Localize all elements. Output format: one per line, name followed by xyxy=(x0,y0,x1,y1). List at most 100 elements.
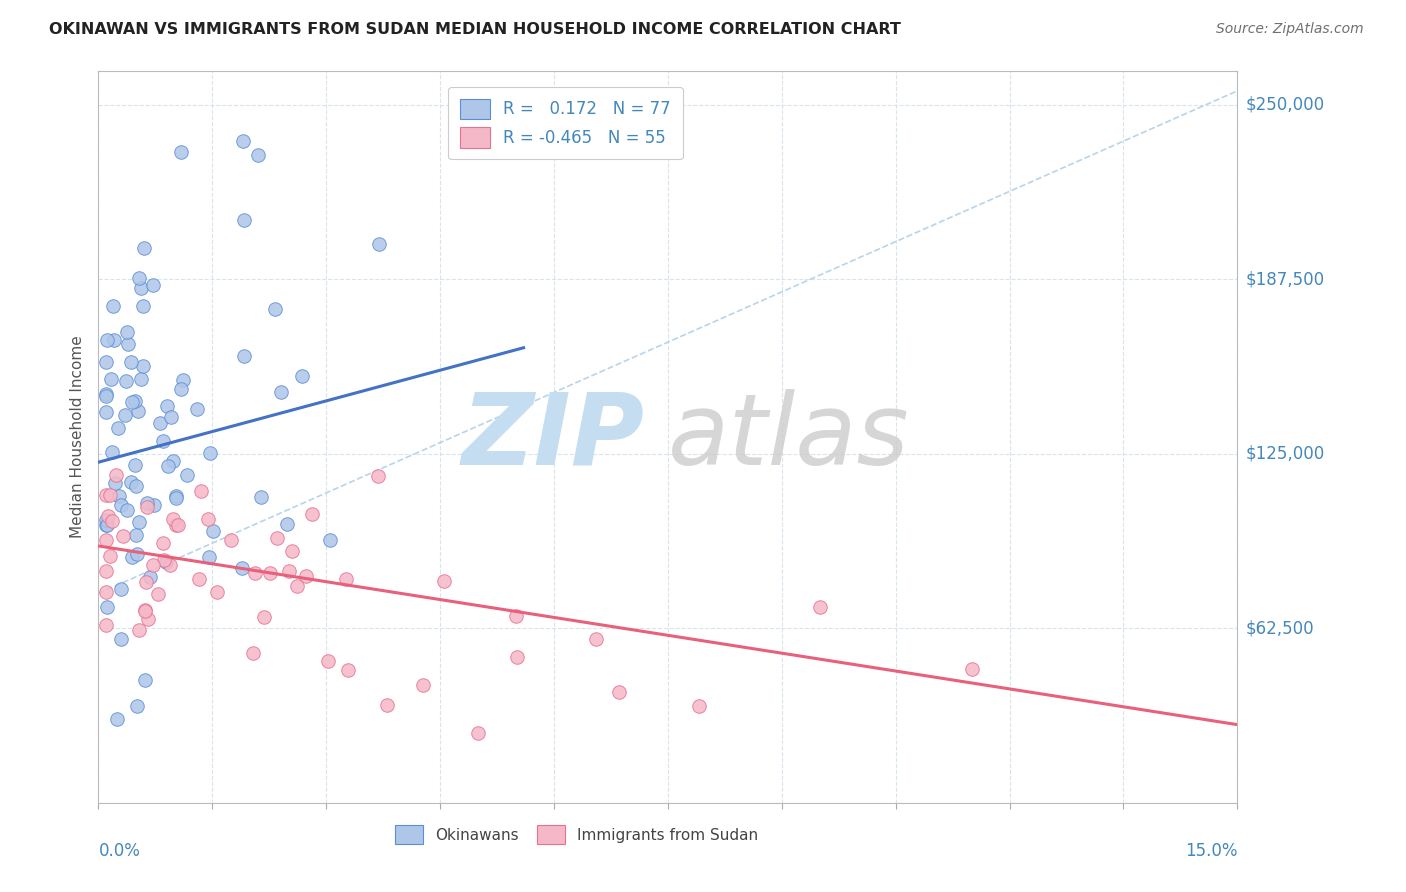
Point xyxy=(157,458,180,473)
Point xyxy=(94,617,117,632)
Point xyxy=(190,483,212,498)
Point xyxy=(135,574,157,589)
Point xyxy=(250,490,273,504)
Text: OKINAWAN VS IMMIGRANTS FROM SUDAN MEDIAN HOUSEHOLD INCOME CORRELATION CHART: OKINAWAN VS IMMIGRANTS FROM SUDAN MEDIAN… xyxy=(49,22,901,37)
Point xyxy=(104,475,127,490)
Point xyxy=(165,491,187,505)
Point xyxy=(120,355,142,369)
Point xyxy=(156,399,179,413)
Point xyxy=(100,514,122,528)
Point xyxy=(375,698,398,712)
Point xyxy=(295,569,318,583)
Point xyxy=(607,685,630,699)
Point xyxy=(253,610,276,624)
Point xyxy=(231,561,253,575)
Point xyxy=(94,565,117,579)
Point xyxy=(94,533,117,547)
Point xyxy=(96,517,118,532)
Point xyxy=(112,529,135,543)
Point xyxy=(170,145,193,160)
Point xyxy=(127,404,149,418)
Point xyxy=(129,372,152,386)
Point xyxy=(197,512,219,526)
Point xyxy=(128,623,150,637)
Point xyxy=(246,148,269,162)
Point xyxy=(245,566,267,581)
Point xyxy=(186,401,208,416)
Point xyxy=(125,527,148,541)
Point xyxy=(172,372,194,386)
Point xyxy=(128,271,150,285)
Point xyxy=(233,212,256,227)
Point xyxy=(367,469,389,483)
Point xyxy=(115,374,138,388)
Point xyxy=(259,566,281,580)
Point xyxy=(124,458,146,472)
Point xyxy=(162,511,184,525)
Text: $187,500: $187,500 xyxy=(1246,270,1324,288)
Point xyxy=(505,608,527,623)
Point xyxy=(433,574,456,588)
Point xyxy=(960,662,983,676)
Point xyxy=(117,336,139,351)
Point xyxy=(107,420,129,434)
Point xyxy=(336,663,359,677)
Point xyxy=(585,632,607,646)
Point xyxy=(134,604,156,618)
Point xyxy=(100,372,122,386)
Point xyxy=(808,600,831,615)
Point xyxy=(101,445,124,459)
Point xyxy=(301,507,323,521)
Point xyxy=(125,479,148,493)
Point xyxy=(281,543,304,558)
Point xyxy=(152,434,174,448)
Point xyxy=(207,585,229,599)
Point xyxy=(506,650,529,665)
Point xyxy=(165,517,187,532)
Point xyxy=(285,579,308,593)
Point xyxy=(169,382,191,396)
Point xyxy=(107,712,129,726)
Point xyxy=(200,446,222,460)
Point xyxy=(153,553,176,567)
Text: Source: ZipAtlas.com: Source: ZipAtlas.com xyxy=(1216,22,1364,37)
Point xyxy=(188,572,211,586)
Point xyxy=(167,517,190,532)
Point xyxy=(94,488,117,502)
Point xyxy=(198,550,221,565)
Point xyxy=(136,612,159,626)
Point xyxy=(176,468,198,483)
Point xyxy=(98,488,121,502)
Point xyxy=(110,582,132,596)
Point xyxy=(467,726,489,740)
Text: 15.0%: 15.0% xyxy=(1185,842,1237,860)
Point xyxy=(270,384,292,399)
Point xyxy=(134,603,156,617)
Point xyxy=(688,699,710,714)
Point xyxy=(146,586,169,600)
Point xyxy=(128,516,150,530)
Point xyxy=(201,524,224,538)
Point xyxy=(96,333,118,347)
Point xyxy=(103,333,125,347)
Point xyxy=(219,533,242,548)
Point xyxy=(335,573,357,587)
Point xyxy=(132,359,155,373)
Point xyxy=(115,502,138,516)
Point xyxy=(114,408,136,422)
Point xyxy=(142,558,165,573)
Text: atlas: atlas xyxy=(668,389,910,485)
Point xyxy=(127,547,149,561)
Point xyxy=(277,564,299,578)
Point xyxy=(110,498,132,512)
Point xyxy=(233,349,256,363)
Point xyxy=(94,389,117,403)
Point xyxy=(152,536,174,550)
Point xyxy=(132,241,155,255)
Point xyxy=(97,508,120,523)
Point xyxy=(139,570,162,584)
Point xyxy=(94,405,117,419)
Point xyxy=(266,531,288,545)
Point xyxy=(94,518,117,533)
Point xyxy=(101,299,124,313)
